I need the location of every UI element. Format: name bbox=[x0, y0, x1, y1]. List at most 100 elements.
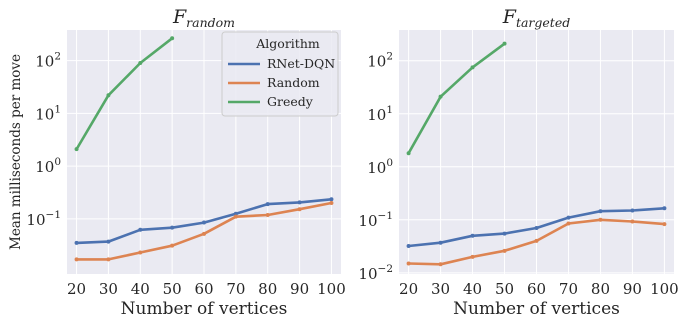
data-point bbox=[502, 248, 507, 253]
y-tick-exponent: −1 bbox=[46, 209, 61, 221]
x-tick-label: 80 bbox=[258, 280, 277, 298]
x-tick-label: 20 bbox=[399, 280, 418, 298]
x-tick-label: 70 bbox=[226, 280, 245, 298]
x-tick-label: 90 bbox=[290, 280, 309, 298]
y-tick-base: 10 bbox=[35, 53, 54, 71]
data-point bbox=[202, 220, 206, 225]
y-tick-label: 10−1 bbox=[26, 209, 61, 229]
data-point bbox=[74, 257, 79, 262]
y-tick-exponent: 2 bbox=[54, 51, 61, 63]
y-tick-exponent: 0 bbox=[386, 157, 393, 169]
y-tick-exponent: 1 bbox=[386, 104, 393, 116]
data-point bbox=[170, 225, 175, 230]
chart-title-script: F bbox=[172, 6, 187, 28]
x-tick-label: 60 bbox=[194, 280, 213, 298]
data-point bbox=[470, 65, 475, 70]
data-point bbox=[438, 94, 443, 99]
y-tick-label: 10−2 bbox=[358, 263, 393, 283]
y-tick-exponent: −1 bbox=[378, 210, 393, 222]
data-point bbox=[74, 147, 79, 152]
data-point bbox=[502, 41, 507, 46]
chart-title-subscript: random bbox=[186, 15, 235, 30]
y-tick-base: 10 bbox=[367, 159, 386, 177]
data-point bbox=[406, 244, 411, 249]
x-tick-label: 50 bbox=[163, 280, 182, 298]
data-point bbox=[233, 214, 238, 219]
data-point bbox=[502, 231, 507, 236]
data-point bbox=[566, 221, 571, 226]
data-point bbox=[662, 222, 667, 227]
x-tick-label: 70 bbox=[559, 280, 578, 298]
data-point bbox=[138, 227, 143, 232]
y-tick-label: 102 bbox=[367, 51, 393, 71]
y-tick-label: 100 bbox=[367, 157, 393, 177]
data-point bbox=[106, 257, 111, 262]
data-point bbox=[470, 233, 475, 238]
y-tick-base: 10 bbox=[35, 158, 54, 176]
y-tick-exponent: 2 bbox=[386, 51, 393, 63]
chart-title-subscript: targeted bbox=[516, 15, 570, 30]
y-tick-exponent: 1 bbox=[54, 103, 61, 115]
y-tick-label: 100 bbox=[35, 156, 61, 176]
data-point bbox=[106, 239, 111, 244]
y-tick-exponent: −2 bbox=[378, 263, 393, 275]
series-line-greedy bbox=[407, 42, 506, 155]
data-point bbox=[170, 243, 175, 248]
data-point bbox=[470, 254, 475, 259]
x-tick-label: 40 bbox=[131, 280, 150, 298]
y-tick-label: 10−1 bbox=[358, 210, 393, 230]
chart-panel-2: 20 30 40 50 60 70 80 90 10010−210−1100101102Numb… bbox=[358, 6, 678, 319]
data-point bbox=[598, 209, 603, 214]
chart-title: Frandom bbox=[172, 6, 235, 30]
chart-title-script: F bbox=[502, 6, 517, 28]
data-point bbox=[202, 231, 206, 236]
y-tick-base: 10 bbox=[35, 105, 54, 123]
y-tick-base: 10 bbox=[358, 212, 377, 230]
x-tick-label: 60 bbox=[527, 280, 546, 298]
data-point bbox=[233, 211, 238, 216]
data-point bbox=[329, 200, 334, 205]
y-tick-base: 10 bbox=[26, 211, 45, 229]
x-axis-label: Number of vertices bbox=[453, 299, 620, 319]
y-tick-label: 101 bbox=[367, 104, 393, 124]
data-point bbox=[138, 250, 143, 255]
x-tick-label: 100 bbox=[317, 280, 346, 298]
data-point bbox=[297, 200, 302, 205]
data-point bbox=[630, 219, 635, 224]
data-point bbox=[106, 93, 111, 98]
x-tick-label: 90 bbox=[623, 280, 642, 298]
x-tick-label: 40 bbox=[463, 280, 482, 298]
data-point bbox=[566, 215, 571, 220]
data-point bbox=[74, 240, 79, 245]
x-tick-label: 100 bbox=[650, 280, 679, 298]
data-point bbox=[662, 206, 667, 211]
x-axis-label: Number of vertices bbox=[121, 299, 288, 319]
data-point bbox=[534, 238, 539, 243]
x-tick-label: 80 bbox=[591, 280, 610, 298]
y-tick-exponent: 0 bbox=[54, 156, 61, 168]
data-point bbox=[265, 202, 270, 207]
y-tick-base: 10 bbox=[367, 106, 386, 124]
data-point bbox=[329, 197, 334, 202]
legend-title: Algorithm bbox=[255, 36, 320, 51]
y-tick-base: 10 bbox=[358, 265, 377, 283]
y-axis-label: Mean milliseconds per move bbox=[8, 54, 24, 250]
legend-box bbox=[221, 31, 339, 117]
y-tick-label: 102 bbox=[35, 51, 61, 71]
legend: Algorithm RNet-DQN Random Greedy bbox=[221, 31, 339, 117]
data-point bbox=[265, 213, 270, 218]
data-point bbox=[534, 226, 539, 231]
data-point bbox=[630, 208, 635, 213]
data-point bbox=[438, 262, 443, 267]
x-tick-label: 30 bbox=[431, 280, 450, 298]
data-point bbox=[406, 261, 411, 266]
x-tick-label: 50 bbox=[495, 280, 514, 298]
data-point bbox=[170, 36, 175, 41]
chart-title: Ftargeted bbox=[502, 6, 570, 30]
series-line-greedy bbox=[75, 37, 174, 151]
data-point bbox=[438, 240, 443, 245]
x-tick-label: 30 bbox=[99, 280, 118, 298]
data-point bbox=[297, 207, 302, 212]
